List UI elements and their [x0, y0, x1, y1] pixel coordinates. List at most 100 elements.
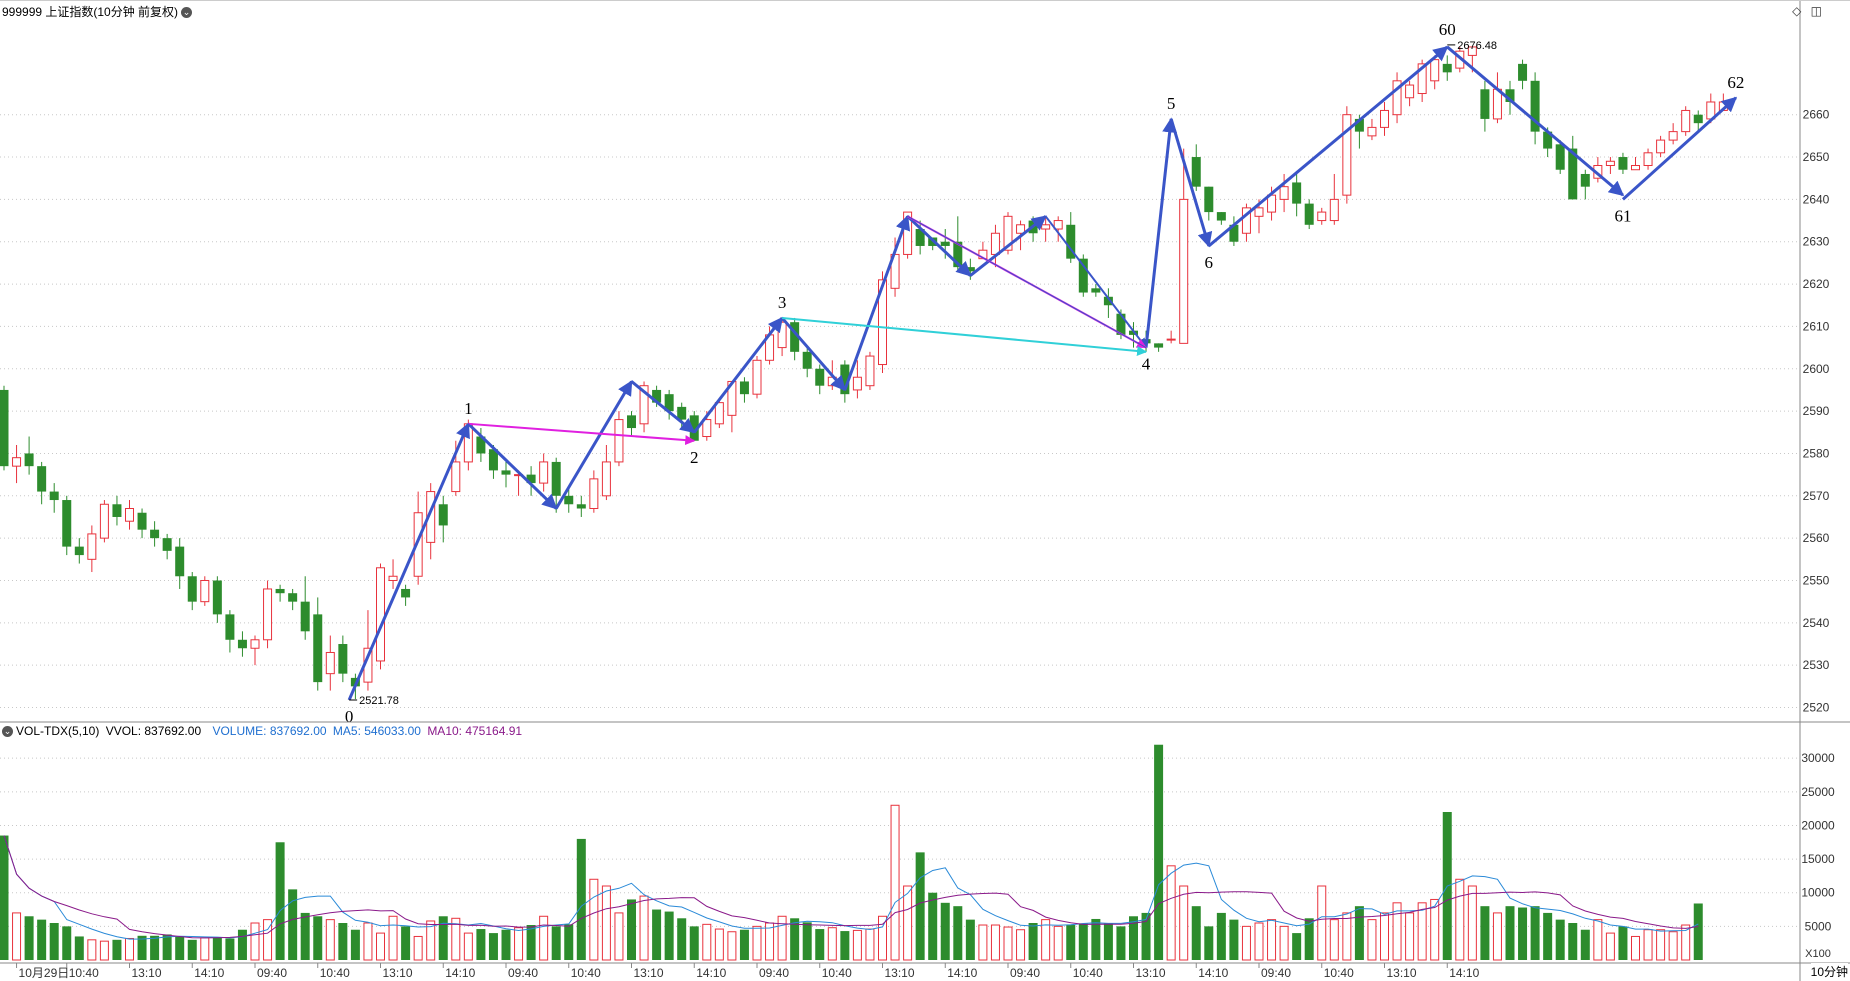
- candle: [175, 538, 185, 589]
- volume-bar-up: [99, 940, 109, 961]
- candle-body-up: [1342, 114, 1352, 196]
- candle: [815, 364, 825, 395]
- volume-bar-up: [1367, 919, 1377, 961]
- candle: [1317, 207, 1327, 225]
- candle-body-up: [865, 355, 875, 387]
- candle-body-down: [1078, 258, 1088, 293]
- candle: [1078, 254, 1088, 297]
- candle: [627, 411, 636, 437]
- candle: [1492, 72, 1502, 124]
- candle: [62, 495, 72, 556]
- candle: [376, 563, 385, 670]
- price-tick-label: 2590: [1803, 404, 1830, 418]
- volume-tick-label: 30000: [1801, 751, 1835, 765]
- time-tick-label: 10:40: [822, 966, 852, 980]
- candle: [99, 500, 109, 543]
- time-tick-label: 14:10: [194, 966, 224, 980]
- volume-unit-label: X100: [1805, 948, 1831, 960]
- wave-line-wave: [1208, 46, 1448, 247]
- volume-bar-down: [288, 889, 298, 960]
- time-tick-label: 10月29日: [19, 966, 70, 980]
- candle-body-up: [1254, 207, 1264, 217]
- volume-bar-up: [827, 927, 837, 961]
- volume-ma10-line: [3, 835, 1699, 939]
- volume-bar-down: [1543, 912, 1553, 960]
- volume-bar-down: [1091, 918, 1101, 960]
- time-tick-label: 14:10: [696, 966, 726, 980]
- volume-bar-down: [1103, 923, 1113, 960]
- wave-label: 5: [1167, 94, 1176, 113]
- time-tick-label: 14:10: [1198, 966, 1228, 980]
- candle: [1342, 106, 1352, 204]
- volume-bar-up: [1492, 912, 1502, 961]
- price-marker-label: 2676.48: [1457, 40, 1497, 52]
- candle-body-down: [37, 466, 47, 492]
- volume-bar-up: [1455, 878, 1465, 961]
- candle: [338, 635, 348, 683]
- price-tick-label: 2530: [1803, 658, 1830, 672]
- volume-bar-down: [137, 935, 147, 960]
- candle-body-up: [702, 419, 712, 438]
- candle-body-down: [1354, 118, 1364, 132]
- candle-body-down: [790, 322, 800, 352]
- volume-bar-up: [451, 917, 461, 961]
- candle-body-up: [1241, 207, 1251, 234]
- candle-body-down: [953, 241, 963, 268]
- volume-bar-down: [627, 899, 636, 960]
- wave-line-wave: [468, 423, 557, 509]
- window-toggle-icon[interactable]: ◫: [1810, 4, 1822, 18]
- volume-bar-up: [1405, 912, 1415, 961]
- volume-bar-down: [401, 926, 411, 960]
- chevron-down-icon[interactable]: ⌄: [2, 726, 13, 738]
- chevron-down-icon[interactable]: ⌄: [181, 7, 193, 19]
- time-tick-label: 13:10: [1387, 966, 1417, 980]
- volume-bar-up: [250, 922, 260, 961]
- candle-body-up: [1041, 224, 1051, 230]
- volume-bar-up: [1053, 925, 1063, 961]
- volume-bar-up: [12, 912, 22, 961]
- candle-body-up: [1405, 84, 1415, 99]
- volume-bar-down: [1580, 929, 1590, 960]
- volume-bar-down: [576, 838, 586, 960]
- volume-bar-down: [1028, 923, 1038, 960]
- candle-body-down: [802, 351, 812, 369]
- candle: [501, 461, 511, 488]
- timeframe-label[interactable]: 10分钟: [1810, 963, 1848, 980]
- volume-bar-up: [363, 922, 373, 961]
- candle: [1442, 55, 1452, 81]
- candle: [1204, 186, 1214, 221]
- volume-bar-up: [388, 915, 398, 961]
- candle: [12, 444, 22, 484]
- time-tick-label: 09:40: [759, 966, 789, 980]
- candle: [1392, 72, 1402, 124]
- candle-body-down: [501, 470, 511, 475]
- candle-body-down: [1442, 63, 1452, 73]
- volume-bar-down: [1216, 912, 1226, 960]
- candle: [1367, 118, 1377, 141]
- candle-body-up: [1380, 109, 1389, 128]
- diamond-icon[interactable]: ◇: [1792, 4, 1802, 18]
- time-tick-label: 09:40: [1010, 966, 1040, 980]
- candle-body-down: [1229, 224, 1239, 242]
- candle-body-up: [87, 533, 97, 560]
- candle: [576, 495, 586, 517]
- volume-bar-up: [1681, 924, 1691, 961]
- candle-body-up: [413, 512, 423, 577]
- candle-body-up: [1016, 224, 1026, 234]
- candle: [1103, 288, 1113, 318]
- volume-tick-label: 15000: [1801, 852, 1835, 866]
- candle: [990, 224, 1000, 268]
- volume-bar-down: [187, 939, 197, 960]
- time-tick-label: 10:40: [69, 966, 99, 980]
- volume-bar-up: [990, 924, 1000, 961]
- volume-indicator-name: VOL-TDX(5,10): [16, 724, 100, 738]
- volume-bar-down: [150, 935, 160, 960]
- candle: [388, 559, 398, 589]
- candle: [526, 466, 536, 496]
- wave-line-wave: [1169, 118, 1213, 248]
- candle-body-down: [438, 504, 448, 526]
- volume-bar-up: [639, 895, 649, 961]
- wave-line-wave: [554, 380, 633, 510]
- candle-body-down: [940, 241, 950, 246]
